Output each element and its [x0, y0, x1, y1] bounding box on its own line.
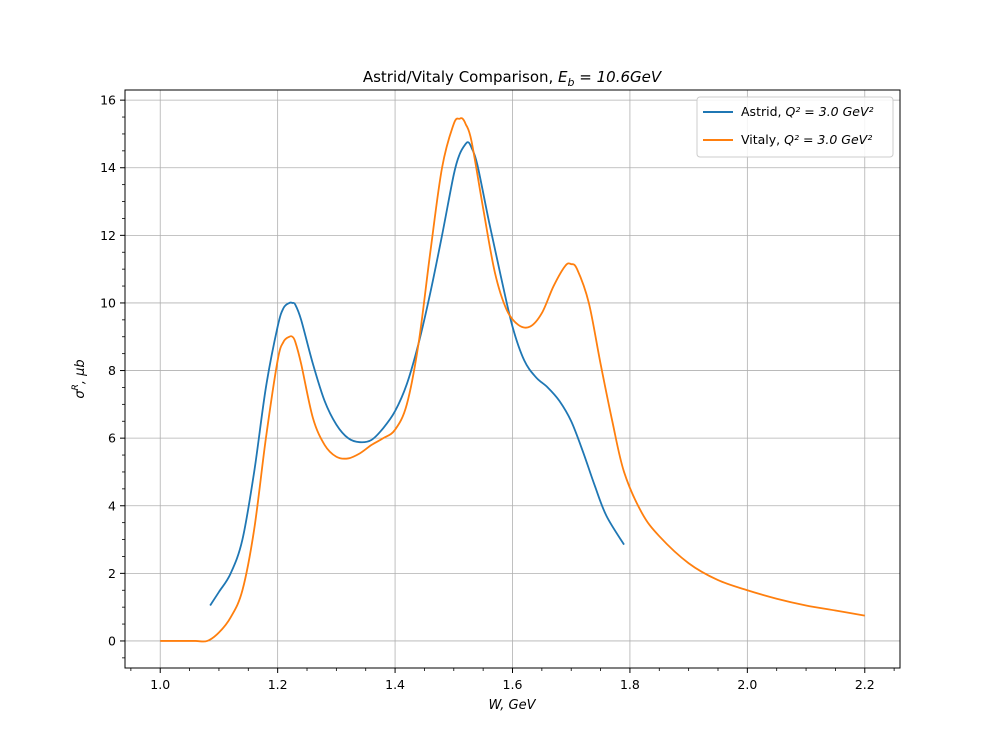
y-tick-label: 16 — [100, 93, 116, 108]
chart-title: Astrid/Vitaly Comparison, Eb = 10.6GeV — [363, 68, 663, 89]
x-tick-label: 1.2 — [268, 677, 288, 692]
series-line-vitaly — [160, 117, 865, 643]
x-axis-label: W, GeV — [488, 698, 536, 713]
x-tick-label: 1.6 — [503, 677, 523, 692]
series-line-astrid — [209, 141, 625, 606]
legend-box — [696, 96, 894, 158]
y-axis-label: σR, μb — [71, 359, 88, 398]
x-tick-label: 2.0 — [737, 677, 757, 692]
x-tick-label: 1.0 — [150, 677, 170, 692]
x-tick-label: 1.4 — [385, 677, 405, 692]
legend: Astrid, Q² = 3.0 GeV² Vitaly, Q² = 3.0 G… — [696, 96, 894, 158]
ticks: 1.0 1.2 1.4 1.6 1.8 2.0 2.2 0 2 4 6 8 10 12 14 16 — [100, 93, 895, 692]
series-layer — [160, 117, 865, 643]
y-tick-label: 0 — [108, 633, 116, 648]
y-tick-label: 2 — [108, 566, 116, 581]
legend-label-vitaly: Vitaly, Q² = 3.0 GeV² — [741, 132, 872, 147]
y-tick-label: 14 — [100, 160, 116, 175]
grid — [125, 90, 900, 668]
y-tick-label: 8 — [108, 363, 116, 378]
y-tick-label: 4 — [108, 498, 116, 513]
x-tick-label: 2.2 — [855, 677, 875, 692]
y-tick-label: 12 — [100, 228, 116, 243]
y-tick-label: 10 — [100, 295, 116, 310]
x-tick-label: 1.8 — [620, 677, 640, 692]
y-tick-label: 6 — [108, 431, 116, 446]
legend-label-astrid: Astrid, Q² = 3.0 GeV² — [741, 104, 874, 119]
